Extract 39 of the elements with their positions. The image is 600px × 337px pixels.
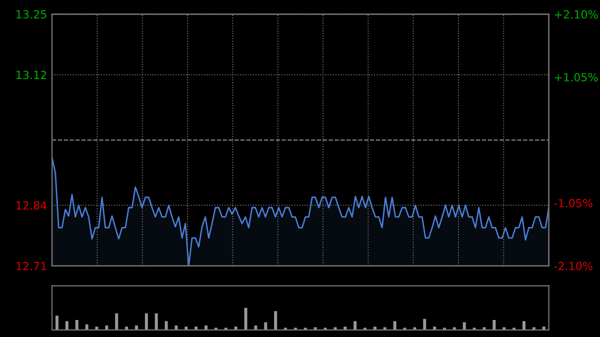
bar [433,326,436,330]
y2-tick-label: +2.10% [554,10,598,19]
y-tick-label: 13.12 [16,70,46,80]
bar [234,326,238,330]
bar [492,320,496,330]
bar [85,324,88,330]
bar [174,326,178,330]
bar [522,321,526,330]
bar [344,326,347,330]
bar [254,326,258,330]
bar [264,322,268,330]
bar [164,321,168,330]
bar [542,326,546,330]
y-tick-label: 12.84 [16,201,47,210]
bar [134,326,138,330]
bar [95,326,98,330]
bar [65,321,68,330]
bar [154,313,158,330]
bar [462,322,466,330]
bar [125,326,128,330]
bar [393,321,396,330]
bar [184,326,188,330]
bar [56,316,58,330]
y2-tick-label: +1.05% [554,73,598,82]
bar [115,313,118,330]
bar [373,326,376,330]
y2-tick-label: -1.05% [554,198,592,208]
y-tick-label: 13.25 [16,10,46,19]
bar [423,318,426,330]
bar [105,326,108,330]
bar [75,320,78,330]
bar [274,311,278,330]
y2-tick-label: -2.10% [554,262,592,270]
bar [354,321,357,330]
bar [204,326,208,330]
bar [144,313,148,330]
bar [244,308,248,330]
y-tick-label: 12.71 [16,262,46,270]
bar [194,326,198,330]
